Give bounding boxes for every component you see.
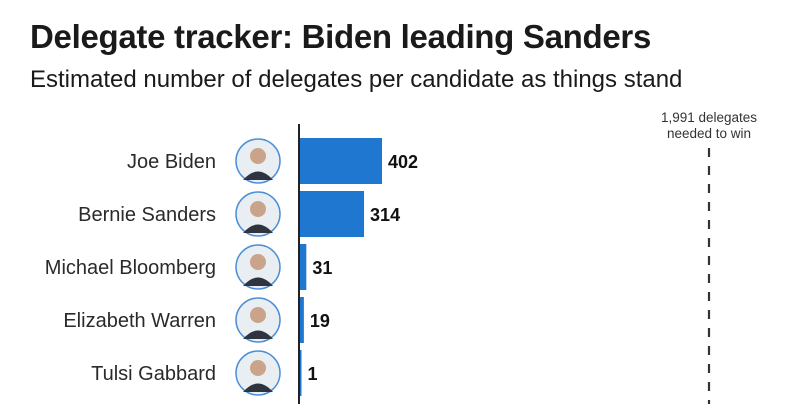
chart-title: Delegate tracker: Biden leading Sanders <box>30 18 652 55</box>
value-label-joe-biden: 402 <box>388 152 418 172</box>
chart-subtitle: Estimated number of delegates per candid… <box>30 66 683 93</box>
candidate-label-bernie-sanders: Bernie Sanders <box>78 204 216 226</box>
candidate-label-joe-biden: Joe Biden <box>127 151 216 173</box>
candidate-label-tulsi-gabbard: Tulsi Gabbard <box>91 363 216 385</box>
avatar-michael-bloomberg <box>235 244 281 290</box>
value-label-elizabeth-warren: 19 <box>310 311 330 331</box>
avatar-joe-biden <box>235 138 281 184</box>
bar-elizabeth-warren <box>300 297 304 343</box>
avatar-tulsi-gabbard <box>235 350 281 396</box>
candidate-label-michael-bloomberg: Michael Bloomberg <box>45 257 216 279</box>
bar-tulsi-gabbard <box>300 350 302 396</box>
bar-michael-bloomberg <box>300 244 307 290</box>
bar-bernie-sanders <box>300 191 365 237</box>
avatar-bernie-sanders <box>235 191 281 237</box>
threshold-label-line1: 1,991 delegates <box>661 110 757 125</box>
threshold-label-line2: needed to win <box>667 126 751 141</box>
candidate-label-elizabeth-warren: Elizabeth Warren <box>63 310 216 332</box>
bar-joe-biden <box>300 138 382 184</box>
avatar-elizabeth-warren <box>235 297 281 343</box>
value-label-tulsi-gabbard: 1 <box>308 364 318 384</box>
value-label-michael-bloomberg: 31 <box>312 258 332 278</box>
value-label-bernie-sanders: 314 <box>370 205 400 225</box>
